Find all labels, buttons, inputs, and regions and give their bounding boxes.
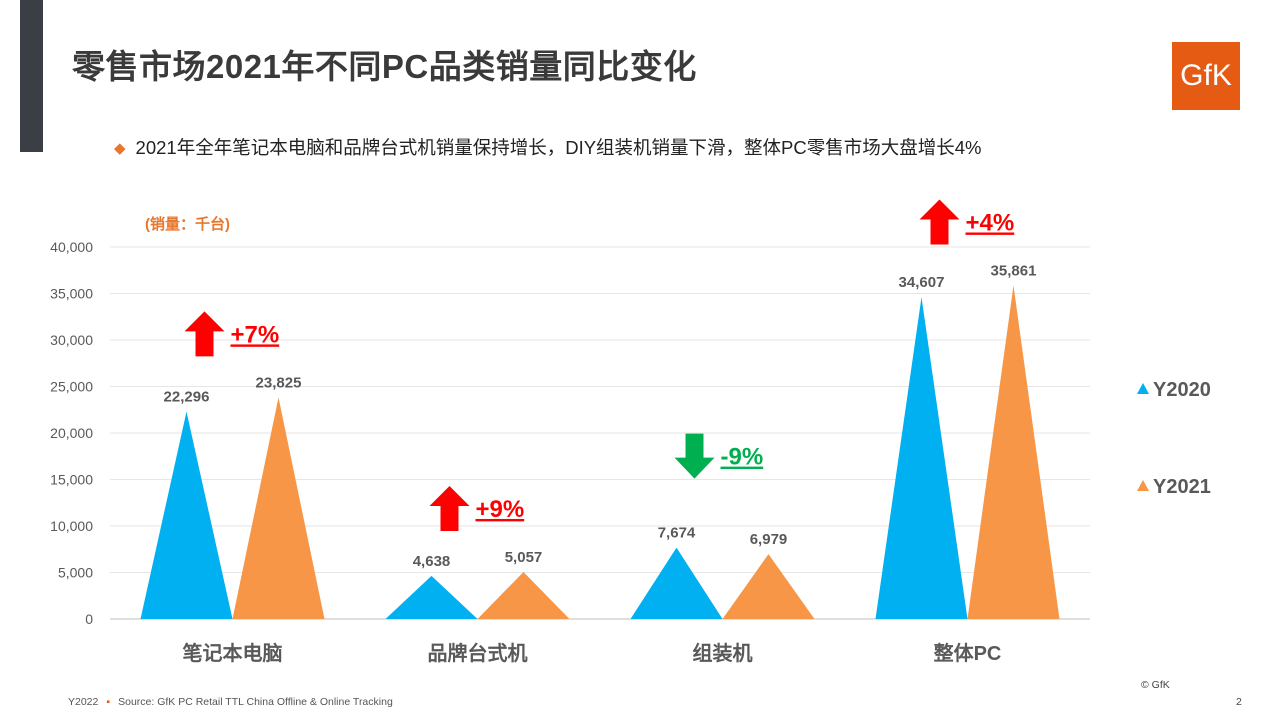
data-label: 4,638 <box>413 553 451 570</box>
page-title: 零售市场2021年不同PC品类销量同比变化 <box>72 48 697 85</box>
data-mark-y2020 <box>875 297 968 619</box>
data-mark-y2020 <box>140 411 233 619</box>
arrow-up-icon <box>429 485 470 531</box>
footer-year: Y2022 <box>68 696 99 708</box>
change-label: -9% <box>721 444 764 471</box>
data-label: 5,057 <box>505 549 543 566</box>
footer: Y2022 ▪ Source: GfK PC Retail TTL China Of… <box>68 696 393 708</box>
page-number: 2 <box>1236 696 1242 708</box>
diamond-icon: ◆ <box>114 140 126 157</box>
change-label: +7% <box>231 321 280 348</box>
data-mark-y2021 <box>232 397 325 619</box>
copyright: © GfK <box>1141 679 1170 691</box>
y-tick-label: 40,000 <box>50 239 93 255</box>
data-label: 23,825 <box>256 374 302 391</box>
y-tick-label: 30,000 <box>50 332 93 348</box>
y-tick-label: 10,000 <box>50 518 93 534</box>
data-mark-y2020 <box>630 547 723 619</box>
legend-swatch-icon <box>1137 383 1149 394</box>
unit-label: (销量：千台) <box>145 215 230 233</box>
data-mark-y2020 <box>385 575 478 619</box>
data-label: 7,674 <box>658 525 696 542</box>
y-tick-label: 15,000 <box>50 472 93 488</box>
y-tick-label: 0 <box>85 611 93 627</box>
y-tick-label: 25,000 <box>50 379 93 395</box>
y-tick-label: 20,000 <box>50 425 93 441</box>
data-label: 35,861 <box>991 262 1037 279</box>
footer-source: Source: GfK PC Retail TTL China Offline … <box>118 696 393 708</box>
y-tick-label: 5,000 <box>58 565 93 581</box>
data-mark-y2021 <box>722 554 815 619</box>
x-tick-label: 整体PC <box>933 641 1002 665</box>
arrow-down-icon <box>674 433 715 479</box>
arrow-up-icon <box>919 199 960 245</box>
summary-text: 2021年全年笔记本电脑和品牌台式机销量保持增长，DIY组装机销量下滑，整体PC… <box>135 137 982 158</box>
gfk-logo: GfK <box>1172 42 1240 110</box>
summary-bullet: ◆ 2021年全年笔记本电脑和品牌台式机销量保持增长，DIY组装机销量下滑，整体P… <box>114 134 981 160</box>
y-tick-label: 35,000 <box>50 286 93 302</box>
legend-label: Y2020 <box>1153 379 1211 401</box>
legend-swatch-icon <box>1137 480 1149 491</box>
change-label: +9% <box>476 496 525 523</box>
data-mark-y2021 <box>477 571 570 619</box>
data-label: 34,607 <box>899 274 945 291</box>
arrow-up-icon <box>184 311 225 357</box>
data-mark-y2021 <box>967 285 1060 619</box>
left-accent-bar <box>20 0 43 152</box>
data-label: 22,296 <box>164 389 210 406</box>
x-tick-label: 组装机 <box>693 641 753 665</box>
x-tick-label: 笔记本电脑 <box>183 641 283 665</box>
x-tick-label: 品牌台式机 <box>428 641 528 665</box>
legend-label: Y2021 <box>1153 476 1211 498</box>
footer-dot-icon: ▪ <box>106 696 111 708</box>
change-label: +4% <box>966 209 1015 236</box>
data-label: 6,979 <box>750 531 788 548</box>
